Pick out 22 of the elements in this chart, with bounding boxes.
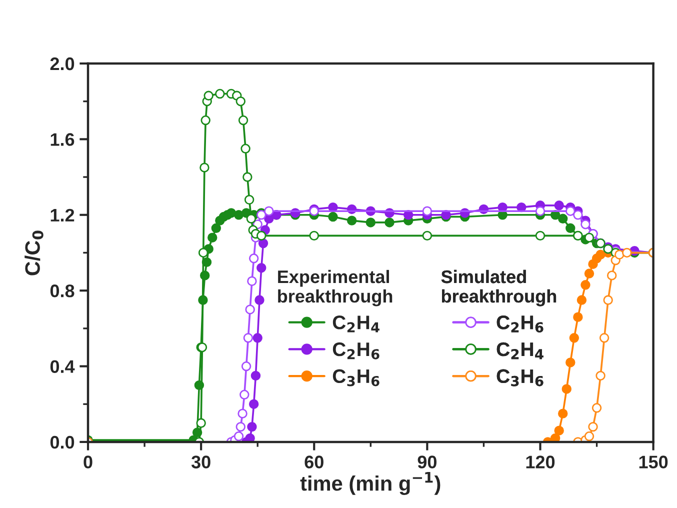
- x-tick-label: 0: [84, 456, 92, 468]
- legend-label: C$_{2}$H$_{4}$: [332, 316, 380, 332]
- x-tick-label: 150: [639, 456, 668, 468]
- y-tick-label: 2.0: [50, 57, 74, 70]
- x-tick-label: 120: [526, 456, 555, 468]
- legend-label: C$_{2}$H$_{6}$: [496, 316, 544, 332]
- y-tick-label: 1.2: [50, 208, 74, 222]
- y-tick-label: 0.8: [50, 284, 74, 298]
- legend-label: C$_{2}$H$_{4}$: [496, 342, 544, 360]
- x-tick-label: 30: [191, 456, 210, 468]
- y-tick-label: 1.6: [50, 133, 74, 146]
- x-tick-label: 90: [418, 456, 436, 468]
- legend-label: C$_{3}$H$_{6}$: [496, 369, 544, 386]
- legend-label: C$_{3}$H$_{6}$: [332, 369, 380, 386]
- x-tick-label: 60: [304, 456, 324, 468]
- y-tick-label: 0.0: [50, 436, 74, 449]
- legend-label: C$_{2}$H$_{6}$: [332, 342, 380, 360]
- x-axis-title: time (min g$^{−1}$): [300, 472, 440, 496]
- annotation: Experimental breakthrough: [278, 270, 392, 306]
- annotation: Simulated breakthrough: [441, 270, 556, 306]
- y-axis-title: C/C$_{0}$: [24, 230, 44, 276]
- y-tick-label: 0.4: [50, 360, 75, 373]
